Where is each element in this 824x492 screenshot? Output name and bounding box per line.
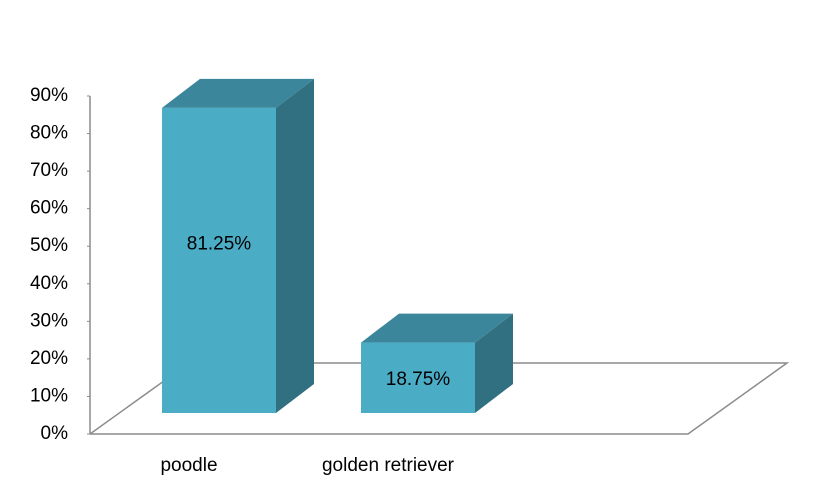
y-tick-label: 90% [30,85,68,106]
data-label: 81.25% [187,233,252,254]
floor-edge [90,362,790,435]
y-tick-label: 30% [30,310,68,331]
x-tick-label: golden retriever [322,455,455,476]
data-label: 18.75% [386,369,451,390]
bar-side [475,313,513,413]
y-tick-label: 60% [30,198,68,219]
bar [361,342,475,413]
bar [162,107,276,413]
bar-top [162,78,314,108]
y-tick-label: 10% [30,385,68,406]
y-tick-label: 20% [30,348,68,369]
y-tick-label: 70% [30,160,68,181]
y-tick-label: 50% [30,235,68,256]
x-tick-label: poodle [160,455,217,476]
bar-side [276,78,314,413]
y-tick-label: 0% [41,423,69,444]
y-tick-label: 80% [30,123,68,144]
bar-top [361,313,513,343]
y-tick-label: 40% [30,273,68,294]
